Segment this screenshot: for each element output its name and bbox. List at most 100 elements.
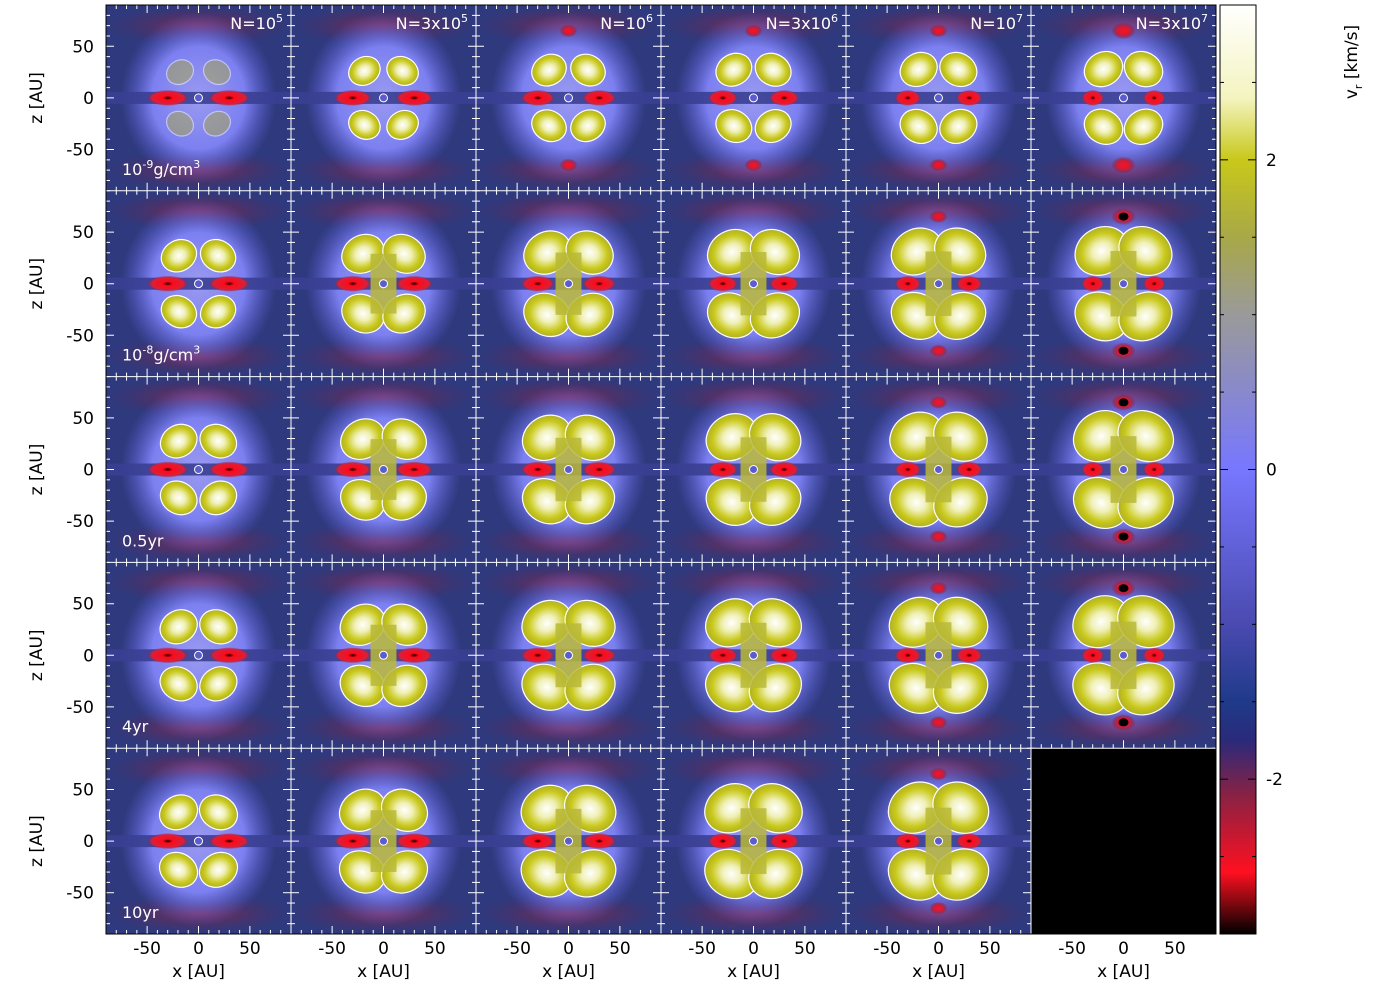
column-title: N=105 [230,12,283,33]
panel-ticks [661,562,846,749]
x-tick-label: 50 [979,939,1001,959]
central-sink [564,465,573,475]
colorbar-tick-label: 2 [1266,151,1277,171]
row-label: 10yr [122,903,159,922]
y-tick-label: -50 [66,141,94,161]
disk-inflow-right [395,461,433,478]
central-sink [379,836,388,846]
panel-ticks [106,748,291,935]
y-axis-label: z [AU] [27,444,47,496]
disk-inflow-left [334,647,372,664]
outflow-lobe [386,109,419,140]
disk-inflow-right [395,647,433,664]
empty-panel [1031,748,1216,934]
column-title: N=3x106 [766,12,838,33]
outflow-lobe [348,109,381,140]
x-tick-label: 50 [609,939,631,959]
central-sink [749,93,758,103]
y-tick-label: 0 [83,832,94,852]
outflow-lobe [202,110,232,137]
panel-ticks [106,5,291,191]
disk-inflow-left [521,647,555,664]
disk-inflow-left [708,275,738,292]
outflow-lobe [899,108,938,145]
panel-ticks [661,748,846,935]
disk-inflow-right [769,647,799,664]
central-sink [749,465,758,475]
colorbar: 2 0 -2 vr [km/s] [1219,4,1365,935]
disk-inflow-right [208,833,250,850]
central-sink [934,465,943,475]
outflow-lobe [158,851,199,888]
y-tick-label: -50 [66,698,94,718]
panel [846,562,1031,749]
disk-inflow-left [521,461,555,478]
panel-grid [105,4,1217,935]
disk-inflow-left [708,647,738,664]
panel-ticks [476,5,661,191]
panel-ticks [291,562,476,749]
polar-inflow-bottom [744,158,763,172]
central-sink [564,279,573,289]
panel [846,190,1031,377]
polar-core-top [1118,398,1129,407]
polar-core-bottom [1118,532,1129,541]
panel [846,5,1031,191]
panel-ticks [846,5,1031,191]
outflow-lobe [531,109,567,143]
disk-inflow-left [1081,275,1104,292]
central-sink [564,93,573,103]
y-axis-label: z [AU] [27,629,47,681]
outflow-lobe [939,51,978,88]
polar-inflow-top [929,210,948,223]
panel-ticks [661,376,846,563]
central-sink [749,650,758,660]
panel [106,190,291,377]
panel-ticks [106,376,291,563]
outflow-lobe [754,52,792,87]
panel [661,190,846,377]
outflow-lobe [159,609,198,645]
outflow-lobe [939,108,978,145]
panel-ticks [661,190,846,377]
disk-inflow-right [395,275,433,292]
central-sink [1119,650,1128,660]
polar-inflow-top [929,24,948,38]
y-tick-label: -50 [66,326,94,346]
outflow-lobe [386,55,419,86]
disk-inflow-right [769,461,799,478]
row-label: 4yr [122,717,149,736]
panel [106,376,291,563]
y-tick-label: -50 [66,512,94,532]
polar-inflow-top [929,581,948,595]
disk-inflow-right [1143,275,1166,292]
disk-inflow-left [894,275,921,292]
polar-inflow-top [559,24,578,38]
disk-inflow-right [1143,647,1166,664]
panel-ticks [846,190,1031,377]
panel [1031,190,1216,377]
plot-frame [105,4,1217,935]
x-tick-label: -50 [1058,939,1086,959]
polar-core-top [1118,212,1129,221]
x-tick-label: 0 [193,939,204,959]
outflow-lobe [199,423,238,459]
panel [106,748,291,935]
x-tick-label: 0 [1118,939,1129,959]
panel-ticks [291,376,476,563]
outflow-lobe [1083,50,1124,88]
outflow-lobe [202,59,232,86]
disk-inflow-left [147,89,189,106]
disk-inflow-right [582,461,616,478]
panel-ticks [1031,190,1216,377]
disk-inflow-right [769,89,799,106]
outflow-lobe [199,666,238,702]
disk-inflow-left [894,461,921,478]
panel-ticks [661,5,846,191]
disk-inflow-right [582,833,616,850]
panel-ticks [476,190,661,377]
disk-inflow-left [894,833,921,850]
x-axis-label: x [AU] [1097,962,1150,982]
disk-inflow-left [894,89,921,106]
x-tick-label: 0 [748,939,759,959]
